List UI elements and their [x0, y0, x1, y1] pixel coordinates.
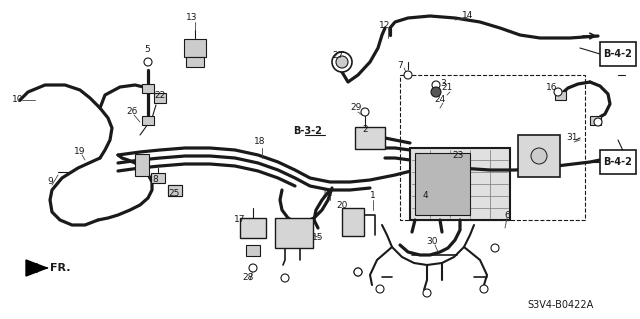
- Text: 30: 30: [426, 238, 438, 247]
- Bar: [275, 218, 313, 248]
- Circle shape: [404, 71, 412, 79]
- Text: B-4-2: B-4-2: [604, 157, 632, 167]
- Text: B-4-2: B-4-2: [604, 49, 632, 59]
- Text: 6: 6: [504, 211, 510, 219]
- Circle shape: [554, 88, 562, 96]
- Text: B-3-2: B-3-2: [294, 126, 323, 136]
- Text: 21: 21: [442, 84, 452, 93]
- Circle shape: [281, 274, 289, 282]
- Bar: [184, 39, 206, 57]
- Text: 19: 19: [74, 147, 86, 157]
- Text: 22: 22: [154, 91, 166, 100]
- Text: 15: 15: [312, 234, 324, 242]
- Text: 17: 17: [234, 216, 246, 225]
- Text: 25: 25: [168, 189, 180, 197]
- Circle shape: [491, 244, 499, 252]
- Bar: [600, 150, 636, 174]
- Bar: [554, 91, 566, 100]
- Bar: [518, 135, 560, 177]
- Circle shape: [432, 81, 440, 89]
- Circle shape: [354, 268, 362, 276]
- Bar: [410, 148, 510, 220]
- Bar: [400, 75, 585, 220]
- Text: 20: 20: [336, 201, 348, 210]
- Circle shape: [361, 108, 369, 116]
- Bar: [600, 42, 636, 66]
- Text: 16: 16: [547, 84, 557, 93]
- Text: S3V4-B0422A: S3V4-B0422A: [527, 300, 593, 310]
- Polygon shape: [26, 260, 47, 276]
- Circle shape: [332, 52, 352, 72]
- Text: 28: 28: [243, 273, 253, 283]
- Text: 11: 11: [323, 189, 333, 197]
- Circle shape: [354, 268, 362, 276]
- Bar: [154, 93, 166, 103]
- Bar: [168, 184, 182, 196]
- Circle shape: [249, 264, 257, 272]
- Circle shape: [423, 289, 431, 297]
- Text: 1: 1: [370, 190, 376, 199]
- Text: 2: 2: [362, 125, 368, 135]
- Bar: [415, 153, 470, 215]
- Circle shape: [336, 56, 348, 68]
- Bar: [240, 218, 266, 238]
- Text: 18: 18: [254, 137, 266, 146]
- Text: 31: 31: [566, 133, 578, 143]
- Text: 3: 3: [440, 78, 446, 87]
- Text: 8: 8: [152, 175, 158, 184]
- Bar: [589, 115, 600, 124]
- Circle shape: [531, 148, 547, 164]
- Text: 27: 27: [332, 50, 344, 60]
- Text: 24: 24: [435, 95, 445, 105]
- Bar: [142, 84, 154, 93]
- Circle shape: [431, 87, 441, 97]
- Text: FR.: FR.: [50, 263, 70, 273]
- Text: 23: 23: [452, 151, 464, 160]
- Text: 12: 12: [380, 20, 390, 29]
- Text: 9: 9: [47, 177, 53, 187]
- Text: 13: 13: [186, 13, 198, 23]
- Circle shape: [480, 285, 488, 293]
- Bar: [186, 57, 204, 67]
- Text: 7: 7: [397, 61, 403, 70]
- Text: 10: 10: [12, 95, 24, 105]
- Circle shape: [376, 285, 384, 293]
- Text: 26: 26: [126, 108, 138, 116]
- Bar: [151, 173, 165, 183]
- Bar: [246, 244, 260, 256]
- Circle shape: [594, 118, 602, 126]
- Text: 14: 14: [462, 11, 474, 19]
- Bar: [142, 115, 154, 124]
- Bar: [168, 184, 182, 196]
- Bar: [135, 154, 149, 176]
- Bar: [355, 127, 385, 149]
- Text: 29: 29: [350, 103, 362, 113]
- Bar: [342, 208, 364, 236]
- Circle shape: [144, 58, 152, 66]
- Text: 4: 4: [422, 190, 428, 199]
- Text: 5: 5: [144, 46, 150, 55]
